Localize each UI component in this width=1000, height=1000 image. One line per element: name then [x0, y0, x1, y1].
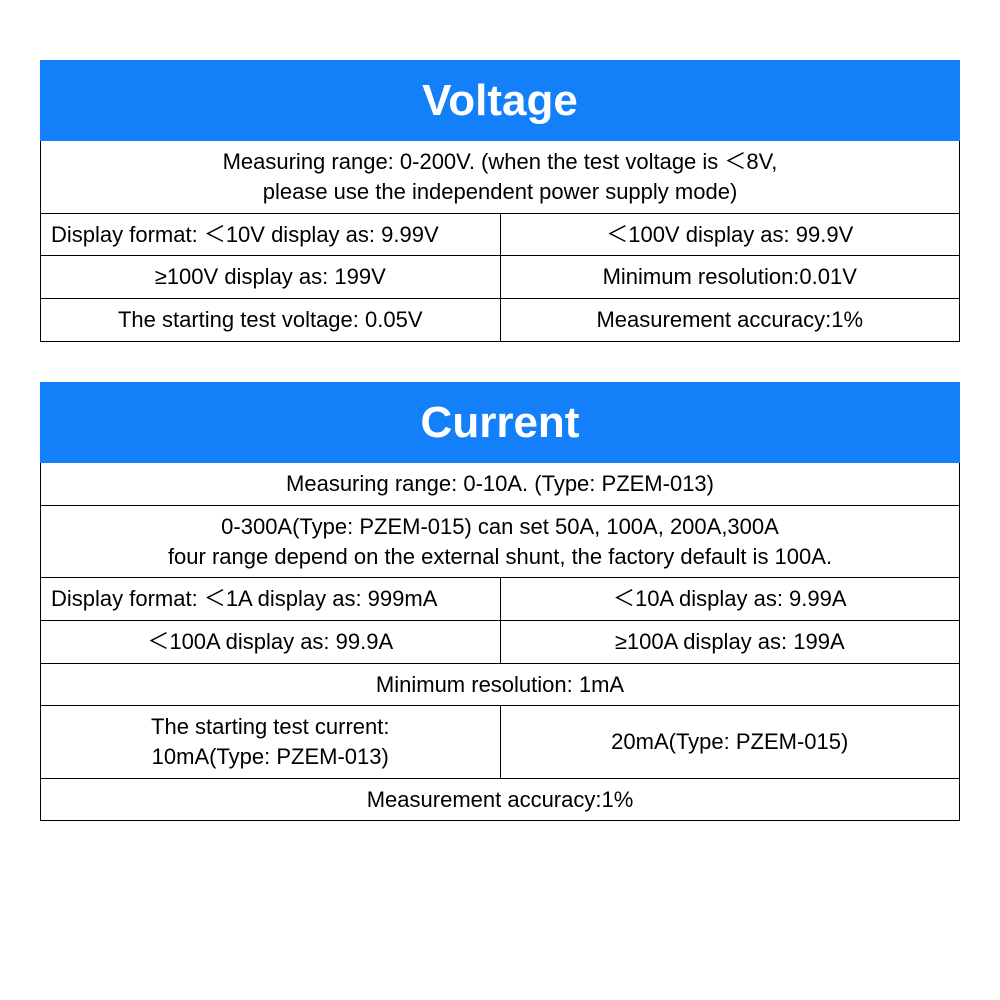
current-starting-test-l1: The starting test current:	[151, 714, 389, 739]
current-range-l2: four range depend on the external shunt,…	[168, 544, 832, 569]
voltage-display-lt100: ＜100V display as: 99.9V	[500, 213, 960, 256]
current-starting-test-015: 20mA(Type: PZEM-015)	[500, 706, 960, 778]
voltage-header: Voltage	[41, 61, 960, 141]
current-range-note: 0-300A(Type: PZEM-015) can set 50A, 100A…	[41, 505, 960, 577]
current-display-lt100: ＜100A display as: 99.9A	[41, 620, 501, 663]
current-measuring-range: Measuring range: 0-10A. (Type: PZEM-013)	[41, 463, 960, 506]
current-display-lt10: ＜10A display as: 9.99A	[500, 578, 960, 621]
voltage-display-lt10: Display format: ＜10V display as: 9.99V	[41, 213, 501, 256]
current-display-lt1: Display format: ＜1A display as: 999mA	[41, 578, 501, 621]
voltage-display-ge100: ≥100V display as: 199V	[41, 256, 501, 299]
current-accuracy: Measurement accuracy:1%	[41, 778, 960, 821]
current-min-resolution: Minimum resolution: 1mA	[41, 663, 960, 706]
current-range-l1: 0-300A(Type: PZEM-015) can set 50A, 100A…	[221, 514, 779, 539]
current-starting-test-013: The starting test current: 10mA(Type: PZ…	[41, 706, 501, 778]
current-display-ge100: ≥100A display as: 199A	[500, 620, 960, 663]
voltage-table: Voltage Measuring range: 0-200V. (when t…	[40, 60, 960, 342]
voltage-min-resolution: Minimum resolution:0.01V	[500, 256, 960, 299]
voltage-measuring-range-l2: please use the independent power supply …	[263, 179, 738, 204]
voltage-accuracy: Measurement accuracy:1%	[500, 299, 960, 342]
voltage-starting-test: The starting test voltage: 0.05V	[41, 299, 501, 342]
current-table: Current Measuring range: 0-10A. (Type: P…	[40, 382, 960, 822]
voltage-measuring-range-l1: Measuring range: 0-200V. (when the test …	[223, 149, 778, 174]
voltage-measuring-range: Measuring range: 0-200V. (when the test …	[41, 141, 960, 213]
current-header: Current	[41, 382, 960, 462]
current-starting-test-l2: 10mA(Type: PZEM-013)	[152, 744, 389, 769]
